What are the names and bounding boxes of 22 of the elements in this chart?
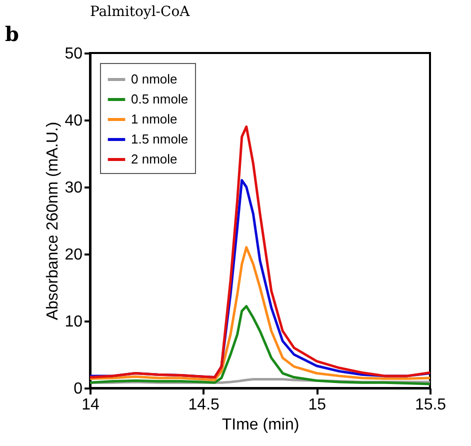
y-tick-label: 20 [64,246,83,264]
legend-label: 2 nmole [131,152,178,166]
y-tick-label: 30 [64,180,83,196]
x-axis-title: TIme (min) [222,416,300,434]
legend-label: 0 nmole [131,72,178,86]
x-tick-label: 14.5 [188,396,220,414]
y-tick-label: 10 [64,314,83,330]
x-tick-label: 15.5 [414,396,446,414]
text: b [5,22,19,46]
y-tick-label: 0 [74,380,83,398]
x-tick-label: 14 [82,396,100,414]
x-tick-label: 15 [308,396,326,414]
y-axis-title: Absorbance 260nm (mA.U.) [44,122,62,320]
y-tick-label: 40 [64,112,83,130]
legend-label: 1 nmole [131,112,178,126]
line-series [88,305,432,386]
line-series [88,246,432,382]
legend-label: 1.5 nmole [131,132,188,146]
y-tick-label: 50 [64,46,83,62]
line-series [88,125,432,379]
chart-title: Palmitoyl-CoA [90,4,191,20]
legend-label: 0.5 nmole [131,92,188,106]
